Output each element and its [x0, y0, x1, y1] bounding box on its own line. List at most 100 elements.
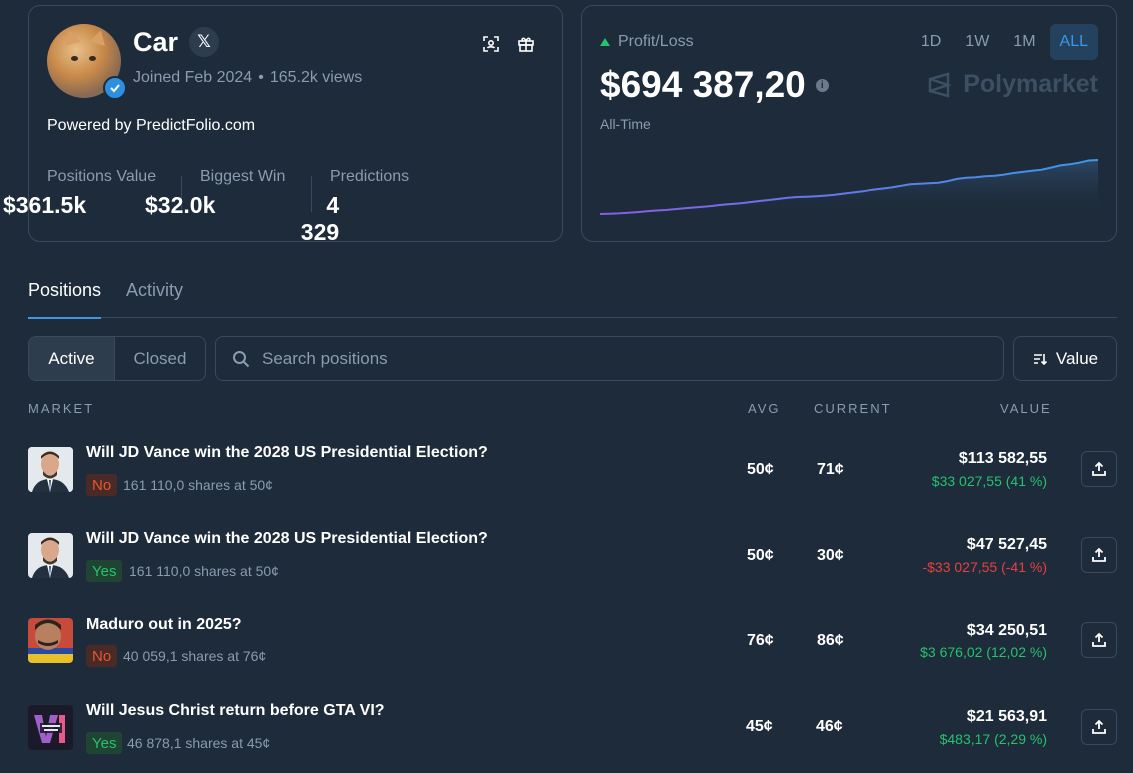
sort-button[interactable]: Value	[1013, 336, 1117, 381]
stat-value: $361.5k	[2, 192, 87, 218]
share-button[interactable]	[1081, 622, 1117, 658]
share-icon	[1092, 461, 1106, 476]
avg-price: 50¢	[747, 547, 774, 564]
polymarket-logo: Polymarket	[927, 70, 1098, 99]
scan-icon[interactable]	[479, 32, 503, 56]
current-price: 71¢	[817, 461, 844, 478]
market-question[interactable]: Will JD Vance win the 2028 US Presidenti…	[86, 530, 488, 547]
shares-info: 40 059,1 shares at 76¢	[123, 648, 267, 664]
divider	[311, 176, 312, 212]
stat-label: Predictions	[330, 168, 410, 185]
tab-positions[interactable]: Positions	[28, 280, 102, 319]
current-price: 46¢	[816, 718, 843, 735]
share-button[interactable]	[1081, 451, 1117, 487]
position-value: $21 563,91	[966, 708, 1047, 725]
verified-icon	[103, 76, 127, 100]
pnl-card: Profit/Loss 1D 1W 1M ALL $694 387,20 i P…	[581, 5, 1117, 242]
avg-price: 50¢	[747, 461, 774, 478]
market-question[interactable]: Will Jesus Christ return before GTA VI?	[86, 702, 385, 719]
pnl-value: $694 387,20 i	[600, 64, 829, 106]
shares-info: 46 878,1 shares at 45¢	[127, 735, 271, 751]
meta-separator: •	[258, 69, 264, 86]
range-tab-1m[interactable]: 1M	[1013, 33, 1036, 50]
stat-predictions: Predictions 4 329	[301, 168, 410, 245]
filter-closed[interactable]: Closed	[133, 348, 187, 368]
pnl-sparkline	[600, 159, 1098, 218]
pnl-amount: $694 387,20	[600, 64, 806, 105]
table-row[interactable]: Will JD Vance win the 2028 US Presidenti…	[28, 522, 1117, 608]
table-row[interactable]: Will Jesus Christ return before GTA VI? …	[28, 694, 1117, 773]
search-box	[215, 336, 1004, 381]
filter-active[interactable]: Active	[29, 337, 115, 380]
sparkline-line	[600, 159, 1098, 215]
position-pl: -$33 027,55 (-41 %)	[922, 559, 1047, 575]
divider	[181, 176, 182, 212]
search-icon	[233, 350, 250, 367]
profile-card: Car 𝕏 Joined Feb 2024 • 165.2k views Power…	[3, 5, 563, 245]
tab-activity[interactable]: Activity	[126, 280, 184, 300]
avg-price: 45¢	[746, 718, 773, 735]
outcome-badge: Yes	[86, 560, 123, 582]
brand-name: Polymarket	[963, 70, 1098, 98]
stat-value: $32.0k	[145, 192, 216, 218]
shares-info: 161 110,0 shares at 50¢	[129, 563, 279, 579]
pnl-period: All-Time	[600, 116, 651, 132]
current-price: 30¢	[817, 547, 844, 564]
market-thumbnail	[28, 447, 73, 492]
position-value: $113 582,55	[958, 450, 1047, 467]
shares-info: 161 110,0 shares at 50¢	[123, 477, 273, 493]
main-tabs: Positions Activity	[28, 272, 1117, 319]
share-button[interactable]	[1081, 537, 1117, 573]
stat-positions-value: Positions Value $361.5k	[3, 168, 156, 218]
view-count: 165.2k views	[269, 69, 363, 86]
market-question[interactable]: Will JD Vance win the 2028 US Presidenti…	[86, 444, 488, 461]
gift-icon[interactable]	[514, 32, 538, 56]
position-value: $34 250,51	[966, 622, 1047, 639]
outcome-badge: Yes	[86, 732, 123, 754]
market-thumbnail	[28, 618, 73, 663]
header-avg: AVG	[748, 401, 781, 416]
range-tab-1w[interactable]: 1W	[965, 33, 990, 50]
info-icon[interactable]: i	[815, 78, 829, 92]
position-pl: $483,17 (2,29 %)	[939, 731, 1047, 747]
market-question[interactable]: Maduro out in 2025?	[86, 616, 242, 633]
table-row[interactable]: Maduro out in 2025? No 40 059,1 shares a…	[28, 608, 1117, 694]
header-current: CURRENT	[814, 401, 892, 416]
stat-biggest-win: Biggest Win $32.0k	[145, 168, 286, 218]
polymarket-logo-icon	[928, 71, 953, 98]
position-pl: $33 027,55 (41 %)	[931, 473, 1047, 489]
x-icon[interactable]: 𝕏	[189, 27, 219, 57]
header-value: VALUE	[1000, 401, 1052, 416]
pnl-label-text: Profit/Loss	[618, 33, 694, 50]
range-tabs: 1D 1W 1M ALL	[911, 24, 1098, 60]
range-tab-all[interactable]: ALL	[1049, 24, 1098, 60]
position-value: $47 527,45	[966, 536, 1047, 553]
status-filter: Active Closed	[28, 336, 206, 381]
share-button[interactable]	[1081, 709, 1117, 745]
table-row[interactable]: Will JD Vance win the 2028 US Presidenti…	[28, 436, 1117, 522]
pnl-label: Profit/Loss	[600, 33, 694, 51]
avg-price: 76¢	[747, 632, 774, 649]
joined-date: Joined Feb 2024	[133, 69, 253, 86]
search-input[interactable]	[262, 348, 962, 369]
market-thumbnail	[28, 705, 73, 750]
stat-value: 4 329	[300, 192, 340, 245]
market-thumbnail	[28, 533, 73, 578]
outcome-badge: No	[86, 645, 118, 667]
current-price: 86¢	[817, 632, 844, 649]
powered-by: Powered by PredictFolio.com	[47, 117, 256, 134]
sparkline-area	[600, 160, 1098, 218]
share-icon	[1092, 719, 1106, 734]
sort-icon	[1033, 353, 1047, 365]
stat-label: Biggest Win	[200, 168, 286, 185]
sort-label: Value	[1055, 348, 1099, 368]
avatar[interactable]	[47, 24, 127, 100]
share-icon	[1092, 632, 1106, 647]
range-tab-1d[interactable]: 1D	[920, 33, 942, 50]
position-pl: $3 676,02 (12,02 %)	[920, 644, 1047, 660]
share-icon	[1092, 547, 1106, 562]
header-market: MARKET	[28, 401, 95, 416]
profile-name: Car	[133, 27, 179, 57]
profile-meta: Joined Feb 2024 • 165.2k views	[133, 69, 362, 87]
outcome-badge: No	[86, 474, 118, 496]
